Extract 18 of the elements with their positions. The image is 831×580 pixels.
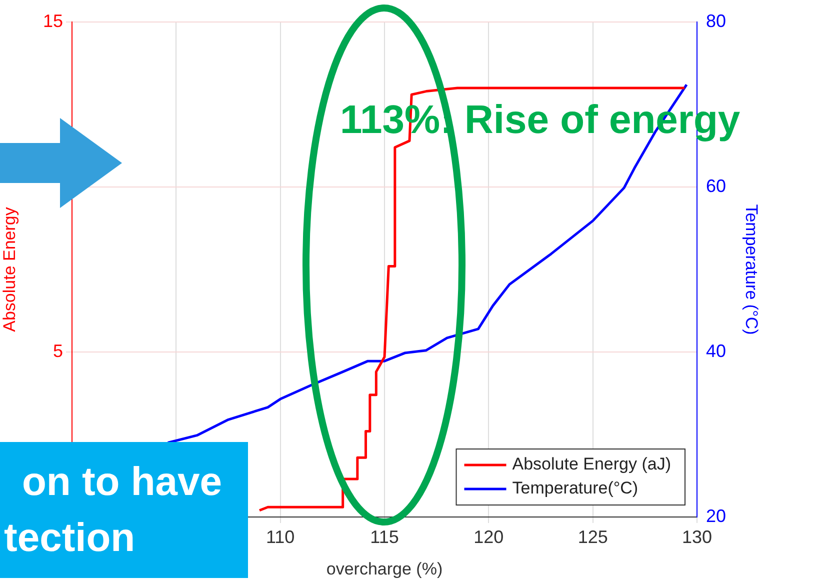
y2-axis-title: Temperature (°C) [742, 204, 762, 335]
x-tick-label: 110 [266, 526, 295, 547]
y-axis-title: Absolute Energy [0, 206, 19, 332]
legend-label: Absolute Energy (aJ) [512, 454, 672, 474]
y2-tick-label: 20 [706, 506, 726, 526]
legend-label: Temperature(°C) [512, 478, 638, 498]
y-tick-label: 15 [42, 10, 63, 31]
annotation: on to have [20, 459, 223, 506]
x-tick-label: 120 [474, 526, 504, 547]
annotation: tection [4, 515, 136, 562]
y2-tick-label: 80 [706, 10, 726, 31]
x-tick-label: 115 [370, 526, 399, 547]
y2-tick-label: 40 [706, 340, 726, 361]
x-tick-label: 130 [682, 526, 712, 547]
y2-tick-label: 60 [706, 176, 726, 196]
x-tick-label: 125 [578, 526, 608, 547]
x-axis-title: overcharge (%) [326, 559, 443, 578]
y-tick-label: 5 [52, 340, 63, 361]
